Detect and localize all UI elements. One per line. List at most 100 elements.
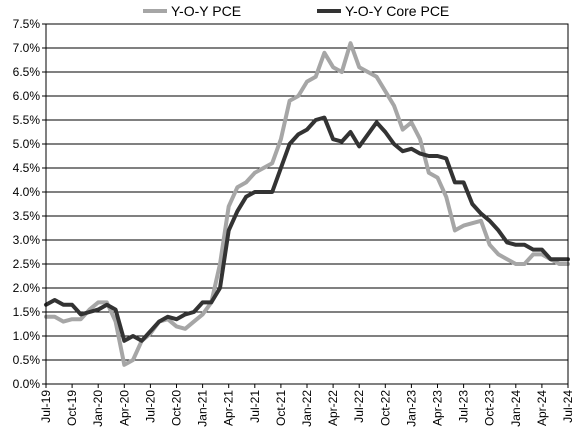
data-point [506,258,508,260]
data-point [315,119,317,121]
data-point [62,304,64,306]
x-tick-label: Jan-20 [91,390,105,427]
x-tick-label: Oct-23 [483,390,497,426]
data-point [480,220,482,222]
data-point [228,229,230,231]
y-tick-label: 2.0% [13,281,41,295]
data-point [506,241,508,243]
data-point [123,340,125,342]
data-point [141,340,143,342]
data-point [80,313,82,315]
data-point [106,301,108,303]
legend-item: Y-O-Y PCE [143,3,241,19]
data-point [80,318,82,320]
data-point [123,364,125,366]
y-tick-label: 5.0% [13,137,41,151]
data-point [515,244,517,246]
data-point [410,148,412,150]
data-point [71,304,73,306]
data-point [393,143,395,145]
y-tick-label: 4.5% [13,161,41,175]
x-axis: Jul-19 Oct-19 Jan-20 Apr-20 Jul-20 Oct-20 Jan-… [39,384,575,427]
data-point [376,76,378,78]
x-tick-label: Jul-24 [561,390,575,423]
data-point [497,229,499,231]
gridlines [46,23,568,361]
x-tick-label: Oct-19 [65,390,79,426]
x-tick-label: Oct-22 [378,390,392,426]
y-tick-label: 6.0% [13,89,41,103]
data-point [89,311,90,313]
data-point [176,318,177,320]
data-point [306,129,308,131]
data-point [350,131,351,133]
y-tick-label: 1.0% [13,329,41,343]
data-point [280,138,282,140]
data-point [463,181,465,183]
data-point [97,309,99,311]
data-point [219,287,221,289]
data-point [115,321,117,323]
data-point [454,181,456,183]
x-tick-label: Apr-24 [535,390,549,426]
data-point [428,155,430,157]
data-point [384,90,386,92]
data-point [219,263,221,265]
data-point [558,258,560,260]
data-point [184,313,186,315]
data-point [115,309,117,311]
data-point [437,155,438,157]
x-tick-label: Jul-22 [352,390,366,423]
data-point [158,321,160,323]
data-point [132,359,134,361]
data-point [445,196,447,198]
data-point [271,162,273,164]
data-point [184,328,186,330]
data-point [149,330,151,332]
series-core-pce [44,115,570,343]
x-tick-label: Jan-21 [196,390,210,427]
series-line [44,115,570,343]
data-point [480,213,482,215]
x-tick-label: Jan-24 [509,390,523,427]
series-pce [44,41,570,367]
legend-label: Y-O-Y Core PCE [345,3,449,19]
x-tick-label: Apr-20 [117,390,131,426]
y-tick-label: 3.0% [13,233,41,247]
series-line [44,41,570,367]
data-point [489,244,491,246]
data-point [358,66,360,68]
y-tick-label: 7.0% [13,41,41,55]
data-point [332,66,334,68]
data-point [332,138,334,140]
data-point [524,263,525,265]
y-tick-label: 4.0% [13,185,41,199]
data-point [367,71,369,73]
legend-item: Y-O-Y Core PCE [317,3,449,19]
data-point [54,316,56,318]
x-tick-label: Jul-21 [248,390,262,423]
data-point [454,229,456,231]
data-point [350,42,351,44]
data-point [306,81,308,83]
data-point [71,318,73,320]
data-point [367,133,369,135]
data-point [384,131,386,133]
data-point [402,150,404,152]
data-point [358,145,360,147]
data-point [228,205,230,207]
x-tick-label: Oct-21 [274,390,288,426]
data-point [532,253,534,255]
data-point [176,325,177,327]
data-point [210,301,212,303]
data-point [132,335,134,337]
series-layer [44,41,570,367]
data-point [550,258,552,260]
data-point [515,263,517,265]
data-point [419,138,421,140]
data-point [341,141,343,143]
data-point [419,153,421,155]
data-point [236,210,238,212]
data-point [289,143,291,145]
x-tick-label: Apr-23 [431,390,445,426]
